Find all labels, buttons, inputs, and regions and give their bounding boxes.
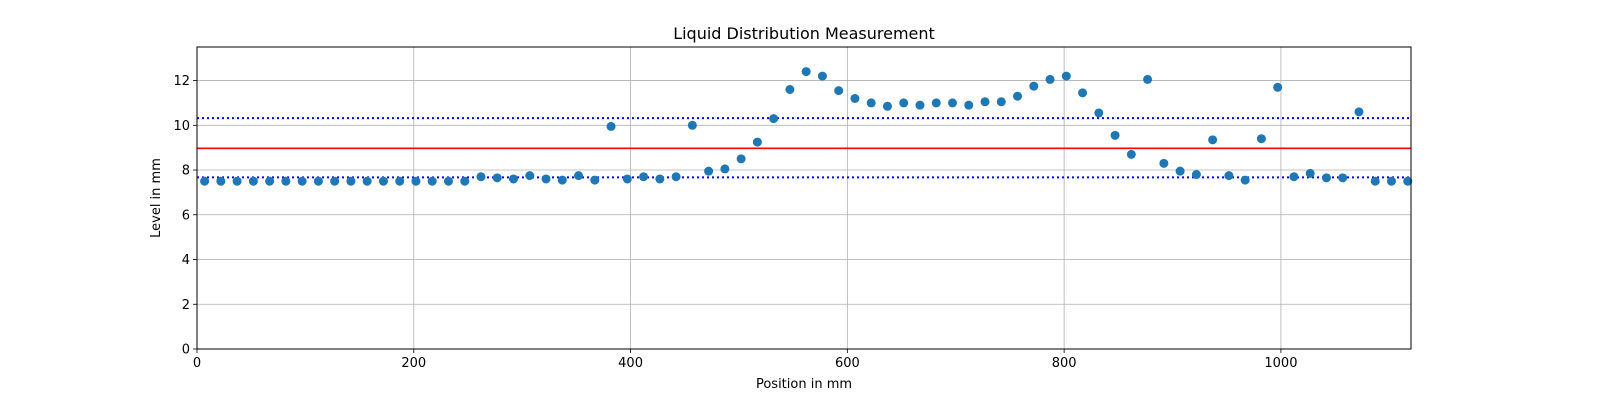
y-tick-label: 6 [182,208,190,223]
x-tick-label: 1000 [1264,356,1297,371]
scatter-point [297,176,307,186]
y-tick-label: 12 [173,74,190,89]
scatter-point [915,100,925,110]
scatter-point [1354,107,1364,117]
scatter-point [216,176,226,186]
scatter-point [687,120,697,130]
y-ticks: 0 2 4 6 8 10 12 [173,74,197,358]
scatter-point [947,98,957,108]
scatter-point [1013,91,1023,101]
scatter-point [265,176,275,186]
scatter-point [378,176,388,186]
scatter-point [443,176,453,186]
scatter-point [525,171,535,181]
scatter-point [980,97,990,107]
scatter-point [1403,176,1413,186]
scatter-point [817,71,827,81]
scatter-point [1045,74,1055,84]
grid [196,47,1411,350]
scatter-point [313,176,323,186]
scatter-point [232,176,242,186]
scatter-point [1256,134,1266,144]
x-axis-label: Position in mm [756,377,852,392]
scatter-point [362,176,372,186]
scatter-point [411,176,421,186]
scatter-point [1110,130,1120,140]
x-tick-label: 200 [401,356,426,371]
scatter-point [492,173,502,183]
scatter-point [1126,149,1136,159]
scatter-point [834,86,844,96]
x-ticks: 0 200 400 600 800 1000 [193,349,1297,371]
y-tick-label: 2 [182,298,190,313]
scatter-point [557,175,567,185]
chart-title: Liquid Distribution Measurement [673,24,935,43]
scatter-point [1370,176,1380,186]
scatter-point [769,114,779,124]
scatter-point [1143,74,1153,84]
scatter-point [200,176,210,186]
scatter-point [460,176,470,186]
scatter-point [1386,176,1396,186]
scatter-point [1240,175,1250,185]
scatter-point [882,101,892,111]
y-tick-label: 10 [173,119,190,134]
scatter-point [866,98,876,108]
scatter-point [281,176,291,186]
scatter-point [899,98,909,108]
y-tick-label: 0 [182,343,190,358]
scatter-point [736,154,746,164]
reference-lines [197,117,1411,179]
plot-frame [196,46,1412,350]
x-tick-label: 600 [835,356,860,371]
y-tick-label: 4 [182,253,190,268]
scatter-point [1208,135,1218,145]
x-tick-label: 0 [193,356,201,371]
scatter-point [1029,81,1039,91]
scatter-point [574,171,584,181]
scatter-point [1159,158,1169,168]
y-tick-label: 8 [182,164,190,179]
scatter-point [1273,82,1283,92]
scatter-point [606,121,616,131]
scatter-point [785,85,795,95]
scatter-point [1224,171,1234,181]
scatter-point [1191,170,1201,180]
scatter-point [427,176,437,186]
scatter-point [850,93,860,103]
x-tick-label: 400 [618,356,643,371]
scatter-point [346,176,356,186]
scatter-point [964,100,974,110]
scatter-point [590,175,600,185]
scatter-point [931,98,941,108]
scatter-point [655,174,665,184]
scatter-point [248,176,258,186]
scatter-point [541,174,551,184]
data-points [200,67,1413,186]
scatter-point [1078,88,1088,98]
scatter-point [1321,173,1331,183]
scatter-point [622,174,632,184]
scatter-point [1061,71,1071,81]
scatter-point [1305,168,1315,178]
scatter-point [1175,166,1185,176]
scatter-point [1289,172,1299,182]
scatter-point [639,172,649,182]
scatter-point [720,164,730,174]
scatter-point [996,97,1006,107]
scatter-point [509,174,519,184]
x-tick-label: 800 [1052,356,1077,371]
scatter-point [1094,108,1104,118]
scatter-point [671,172,681,182]
scatter-point [704,166,714,176]
scatter-point [395,176,405,186]
scatter-point [752,137,762,147]
scatter-point [330,176,340,186]
y-axis-label: Level in mm [149,158,164,238]
scatter-point [1338,173,1348,183]
scatter-point [476,172,486,182]
scatter-point [801,67,811,77]
